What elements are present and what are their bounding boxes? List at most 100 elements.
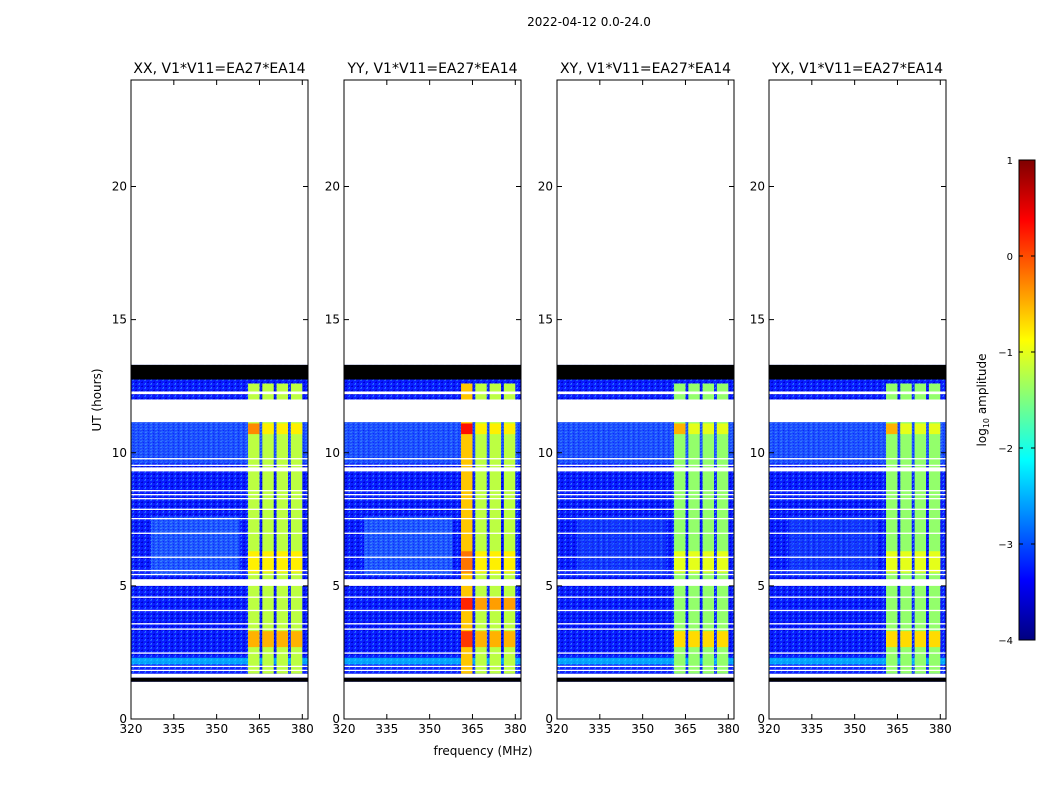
flag-line xyxy=(131,596,308,598)
flag-line xyxy=(131,532,308,534)
y-tick-label: 0 xyxy=(119,712,127,726)
y-tick-label: 0 xyxy=(757,712,765,726)
rfi-band-hotspot xyxy=(900,423,912,435)
heatmap-region xyxy=(344,657,521,665)
rfi-band-hotspot xyxy=(886,631,898,648)
heatmap-region xyxy=(557,657,734,665)
x-tick-label: 380 xyxy=(929,722,952,736)
colorbar: 10−1−2−3−4 log10 amplitude xyxy=(975,156,1036,647)
flag-line xyxy=(557,532,734,534)
flag-line xyxy=(769,628,946,630)
rfi-band xyxy=(276,383,289,674)
flag-gap xyxy=(557,467,734,472)
rfi-band-hotspot xyxy=(688,631,700,648)
y-tick-label: 15 xyxy=(750,313,765,327)
panel-title: YY, V1*V11=EA27*EA14 xyxy=(346,61,517,77)
flag-gap xyxy=(557,579,734,586)
rfi-band-hotspot xyxy=(290,423,303,435)
flag-black xyxy=(557,364,734,380)
rfi-band-hotspot xyxy=(489,631,502,648)
rfi-band-hotspot xyxy=(928,551,941,573)
panel-xy: XY, V1*V11=EA27*EA14 320 335 350 365 380 0 5 10 1… xyxy=(538,61,740,736)
flag-line xyxy=(557,623,734,625)
flag-line xyxy=(344,573,521,576)
flag-line xyxy=(557,464,734,467)
flag-line xyxy=(557,573,734,576)
flag-line xyxy=(131,556,308,558)
colorbar-tick-label: −2 xyxy=(998,444,1013,455)
flag-line xyxy=(131,490,308,492)
axes-frame xyxy=(768,79,947,720)
flag-line xyxy=(131,609,308,612)
rfi-band xyxy=(702,383,715,674)
y-tick-label: 0 xyxy=(545,712,553,726)
flag-line xyxy=(131,517,308,520)
flag-line xyxy=(769,494,946,496)
panel-title: YX, V1*V11=EA27*EA14 xyxy=(771,61,943,77)
flag-black xyxy=(344,677,521,682)
rfi-band xyxy=(900,383,912,674)
flag-gap xyxy=(769,467,946,472)
rfi-band-hotspot xyxy=(716,551,729,573)
rfi-band-hotspot xyxy=(475,596,487,610)
flag-line xyxy=(557,665,734,668)
heatmap-region xyxy=(769,657,946,665)
flag-line xyxy=(131,494,308,496)
flag-line xyxy=(131,508,308,510)
y-tick-label: 20 xyxy=(538,180,553,194)
y-axis-label: UT (hours) xyxy=(90,368,104,431)
x-tick-label: 365 xyxy=(886,722,909,736)
flag-line xyxy=(557,609,734,612)
x-tick-label: 380 xyxy=(291,722,314,736)
rfi-band xyxy=(886,383,898,674)
flag-line xyxy=(344,669,521,672)
rfi-band xyxy=(716,383,729,674)
rfi-band-hotspot xyxy=(503,423,516,435)
x-tick-label: 365 xyxy=(248,722,271,736)
y-tick-label: 15 xyxy=(325,313,340,327)
rfi-band-hotspot xyxy=(248,631,260,648)
flag-line xyxy=(557,498,734,500)
flag-gap xyxy=(131,399,308,423)
flag-line xyxy=(131,498,308,500)
rfi-band-hotspot xyxy=(716,631,729,648)
flag-line xyxy=(769,569,946,572)
rfi-band-hotspot xyxy=(688,551,700,573)
axes-frame xyxy=(130,79,309,720)
y-tick-label: 5 xyxy=(119,579,127,593)
rfi-band xyxy=(475,383,487,674)
rfi-band xyxy=(489,383,502,674)
colorbar-tick-label: 0 xyxy=(1007,252,1013,263)
x-tick-label: 365 xyxy=(674,722,697,736)
rfi-band-hotspot xyxy=(248,551,260,573)
flag-gap xyxy=(769,399,946,423)
flag-gap xyxy=(769,579,946,586)
rfi-band-hotspot xyxy=(290,631,303,648)
flag-gap xyxy=(344,673,521,678)
flag-gap xyxy=(131,391,308,395)
y-tick-label: 10 xyxy=(750,446,765,460)
x-tick-label: 320 xyxy=(120,722,143,736)
x-tick-label: 350 xyxy=(205,722,228,736)
rfi-band-hotspot xyxy=(702,631,715,648)
flag-line xyxy=(131,652,308,654)
colorbar-label-suffix: amplitude xyxy=(975,354,989,418)
rfi-band xyxy=(248,383,260,674)
flag-line xyxy=(344,532,521,534)
rfi-band-hotspot xyxy=(928,423,941,435)
flag-line xyxy=(557,490,734,492)
rfi-band-hotspot xyxy=(248,423,260,435)
flag-line xyxy=(769,490,946,492)
flag-line xyxy=(344,556,521,558)
rfi-band-hotspot xyxy=(461,423,473,435)
rfi-band-hotspot xyxy=(716,423,729,435)
flag-line xyxy=(344,494,521,496)
flag-line xyxy=(344,623,521,625)
x-tick-label: 320 xyxy=(758,722,781,736)
flag-line xyxy=(557,669,734,672)
rfi-band-hotspot xyxy=(914,423,927,435)
panel-yx: YX, V1*V11=EA27*EA14 320 335 350 365 380 0 5 10 1… xyxy=(750,61,952,736)
flag-line xyxy=(557,652,734,654)
flag-black xyxy=(769,677,946,682)
colorbar-tick-label: −4 xyxy=(998,636,1013,647)
